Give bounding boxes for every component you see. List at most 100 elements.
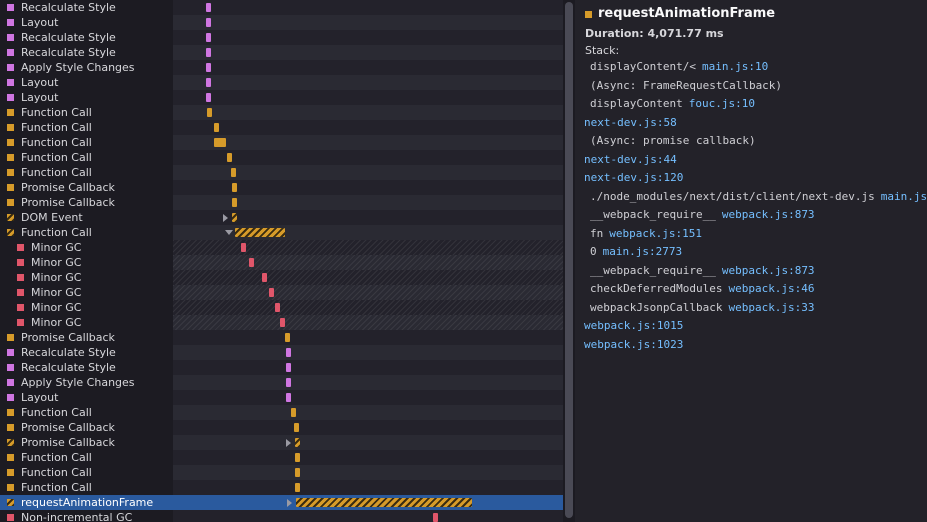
marker-row[interactable]: Function Call [0,225,563,240]
marker-row[interactable]: Minor GC [0,255,563,270]
marker-bar[interactable] [206,18,211,27]
marker-bar[interactable] [207,108,212,117]
marker-name: Promise Callback [21,421,115,434]
marker-row[interactable]: Function Call [0,405,563,420]
marker-row[interactable]: Function Call [0,105,563,120]
marker-bar[interactable] [249,258,254,267]
marker-bar[interactable] [433,513,438,522]
marker-color-swatch [7,499,14,506]
marker-bar[interactable] [286,393,291,402]
marker-bar[interactable] [206,78,211,87]
marker-label-cell: Function Call [0,450,173,465]
marker-row[interactable]: Minor GC [0,315,563,330]
twisty-expanded-icon[interactable] [225,230,233,235]
stack-frame-source-link[interactable]: webpack.js:33 [728,300,815,314]
marker-label-cell: requestAnimationFrame [0,495,173,510]
stack-frame-source-link[interactable]: webpack.js:873 [721,208,815,221]
marker-row[interactable]: Function Call [0,135,563,150]
marker-row[interactable]: Layout [0,90,563,105]
marker-label-cell: Promise Callback [0,420,173,435]
marker-bar[interactable] [206,48,211,57]
stack-frame-source-link[interactable]: main.js:2773 [602,245,683,258]
marker-row[interactable]: Layout [0,390,563,405]
marker-row[interactable]: Apply Style Changes [0,375,563,390]
twisty-collapsed-icon[interactable] [287,499,292,507]
twisty-collapsed-icon[interactable] [286,439,291,447]
marker-row[interactable]: Function Call [0,480,563,495]
marker-bar[interactable] [214,123,219,132]
waterfall-panel: Recalculate Style Layout Recalculate Style… [0,0,563,522]
marker-row[interactable]: Function Call [0,165,563,180]
marker-bar[interactable] [295,453,300,462]
marker-row[interactable]: Promise Callback [0,330,563,345]
marker-row[interactable]: Promise Callback [0,195,563,210]
marker-bar[interactable] [262,273,267,282]
marker-row[interactable]: Promise Callback [0,435,563,450]
marker-bar[interactable] [232,213,237,222]
marker-row[interactable]: Function Call [0,465,563,480]
marker-row[interactable]: Recalculate Style [0,360,563,375]
marker-row[interactable]: Function Call [0,120,563,135]
waterfall-scrollbar[interactable] [563,0,575,522]
marker-row[interactable]: DOM Event [0,210,563,225]
marker-row[interactable]: Layout [0,15,563,30]
stack-frame-source-link[interactable]: main.js [880,189,927,203]
marker-row[interactable]: Non-incremental GC [0,510,563,522]
marker-bar[interactable] [280,318,285,327]
marker-bar[interactable] [286,378,291,387]
marker-row[interactable]: Minor GC [0,285,563,300]
marker-row[interactable]: Recalculate Style [0,0,563,15]
marker-bar[interactable] [232,183,237,192]
marker-bar[interactable] [269,288,274,297]
marker-bar[interactable] [295,468,300,477]
marker-bar[interactable] [295,438,300,447]
marker-row[interactable]: Apply Style Changes [0,60,563,75]
marker-bar[interactable] [291,408,296,417]
marker-bar[interactable] [206,93,211,102]
marker-bar[interactable] [206,3,211,12]
stack-frame-source-link[interactable]: webpack.js:151 [609,226,702,240]
marker-row[interactable]: Promise Callback [0,180,563,195]
stack-frame: __webpack_require__ webpack.js:873 [590,264,815,277]
marker-bar[interactable] [295,483,300,492]
stack-frame-source-link[interactable]: next-dev.js:58 [584,115,677,129]
marker-bar[interactable] [286,348,291,357]
marker-bar[interactable] [275,303,280,312]
marker-bar[interactable] [206,33,211,42]
marker-row[interactable]: Minor GC [0,240,563,255]
marker-bar[interactable] [231,168,236,177]
stack-frame-source-link[interactable]: main.js:10 [701,60,769,73]
marker-bar[interactable] [227,153,232,162]
stack-frame-source-link[interactable]: next-dev.js:120 [584,171,684,184]
marker-row[interactable]: Promise Callback [0,420,563,435]
marker-row[interactable]: Recalculate Style [0,30,563,45]
marker-bar[interactable] [294,423,299,432]
marker-color-swatch [7,469,14,476]
marker-bar[interactable] [206,63,211,72]
marker-bar[interactable] [296,498,472,507]
marker-bar[interactable] [235,228,285,237]
marker-row[interactable]: Recalculate Style [0,345,563,360]
stack-frame-source-link[interactable]: next-dev.js:44 [584,152,677,166]
marker-row[interactable]: Function Call [0,150,563,165]
marker-color-swatch [7,49,14,56]
marker-row[interactable]: Minor GC [0,300,563,315]
marker-row[interactable]: Minor GC [0,270,563,285]
scrollbar-thumb[interactable] [565,2,573,518]
marker-label-cell: Function Call [0,120,173,135]
marker-bar[interactable] [214,138,226,147]
marker-row[interactable]: Function Call [0,450,563,465]
stack-frame-source-link[interactable]: webpack.js:1015 [584,319,684,332]
marker-bar[interactable] [286,363,291,372]
stack-frame-source-link[interactable]: fouc.js:10 [688,97,755,110]
marker-row[interactable]: requestAnimationFrame [0,495,563,510]
stack-frame-source-link[interactable]: webpack.js:46 [728,282,815,295]
marker-bar[interactable] [232,198,237,207]
twisty-collapsed-icon[interactable] [223,214,228,222]
marker-bar[interactable] [241,243,246,252]
stack-frame-source-link[interactable]: webpack.js:1023 [584,337,684,351]
marker-row[interactable]: Recalculate Style [0,45,563,60]
stack-frame-source-link[interactable]: webpack.js:873 [721,263,815,277]
marker-row[interactable]: Layout [0,75,563,90]
marker-bar[interactable] [285,333,290,342]
